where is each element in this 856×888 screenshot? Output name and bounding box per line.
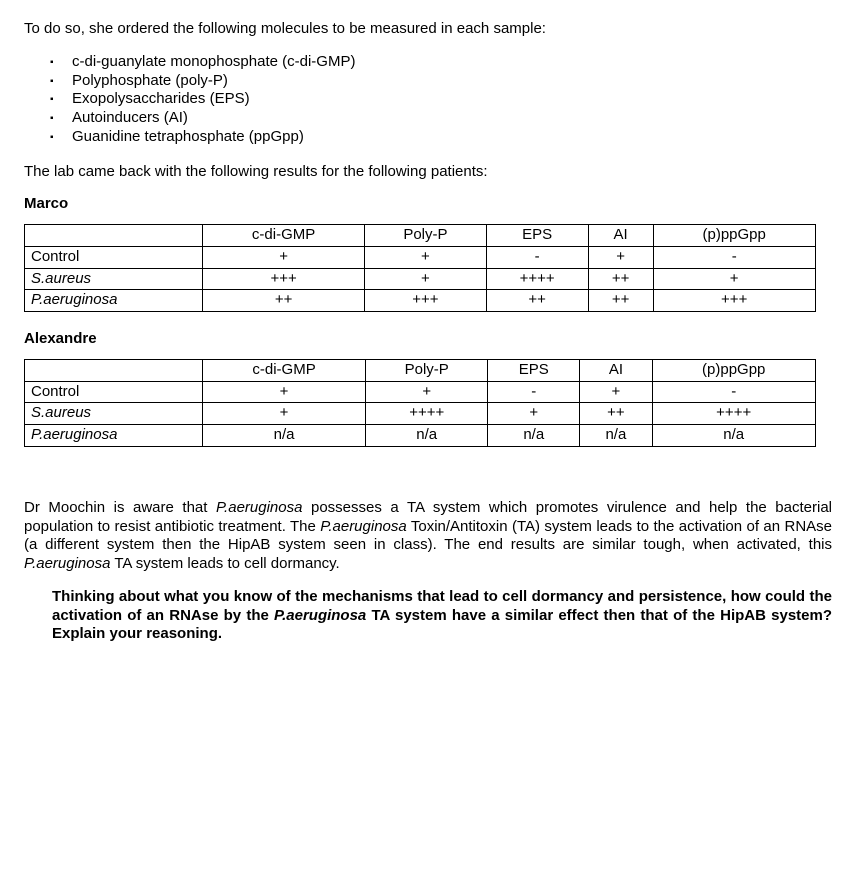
list-item: Guanidine tetraphosphate (ppGpp) — [72, 128, 832, 147]
cell: ++++ — [486, 268, 588, 290]
table-row: Control + + - + - — [25, 381, 816, 403]
cell: n/a — [580, 425, 652, 447]
table-row: Control + + - + - — [25, 246, 816, 268]
col-header: c-di-GMP — [203, 225, 365, 247]
table-header-row: c-di-GMP Poly-P EPS AI (p)ppGpp — [25, 359, 816, 381]
species-name: P.aeruginosa — [320, 518, 406, 535]
table-row: P.aeruginosa n/a n/a n/a n/a n/a — [25, 425, 816, 447]
row-label: S.aureus — [25, 403, 203, 425]
explanation-paragraph: Dr Moochin is aware that P.aeruginosa po… — [24, 499, 832, 574]
cell: - — [488, 381, 580, 403]
results-table-marco: c-di-GMP Poly-P EPS AI (p)ppGpp Control … — [24, 224, 816, 312]
table-row: S.aureus +++ + ++++ ++ + — [25, 268, 816, 290]
text: Dr Moochin is aware that — [24, 499, 216, 516]
cell: n/a — [366, 425, 488, 447]
row-label: Control — [25, 381, 203, 403]
col-header: (p)ppGpp — [653, 225, 815, 247]
species-name: P.aeruginosa — [216, 499, 302, 516]
cell: + — [488, 403, 580, 425]
cell: - — [486, 246, 588, 268]
cell: + — [365, 268, 486, 290]
cell: ++++ — [652, 403, 815, 425]
patient-name-alexandre: Alexandre — [24, 330, 832, 349]
intro-text: To do so, she ordered the following mole… — [24, 20, 832, 39]
cell: ++ — [588, 268, 653, 290]
cell: - — [653, 246, 815, 268]
cell: +++ — [365, 290, 486, 312]
col-header: EPS — [486, 225, 588, 247]
row-label: P.aeruginosa — [25, 290, 203, 312]
text: TA system leads to cell dormancy. — [110, 555, 339, 572]
patient-name-marco: Marco — [24, 195, 832, 214]
cell: n/a — [203, 425, 366, 447]
row-label: Control — [25, 246, 203, 268]
cell: n/a — [488, 425, 580, 447]
results-intro: The lab came back with the following res… — [24, 163, 832, 182]
list-item: Exopolysaccharides (EPS) — [72, 90, 832, 109]
cell: ++ — [588, 290, 653, 312]
results-table-alexandre: c-di-GMP Poly-P EPS AI (p)ppGpp Control … — [24, 359, 816, 447]
col-header: AI — [580, 359, 652, 381]
row-label: S.aureus — [25, 268, 203, 290]
cell: ++ — [203, 290, 365, 312]
blank-header — [25, 359, 203, 381]
cell: n/a — [652, 425, 815, 447]
cell: ++++ — [366, 403, 488, 425]
col-header: (p)ppGpp — [652, 359, 815, 381]
cell: + — [366, 381, 488, 403]
col-header: AI — [588, 225, 653, 247]
cell: ++ — [580, 403, 652, 425]
cell: + — [580, 381, 652, 403]
col-header: c-di-GMP — [203, 359, 366, 381]
cell: + — [588, 246, 653, 268]
list-item: c-di-guanylate monophosphate (c-di-GMP) — [72, 53, 832, 72]
cell: ++ — [486, 290, 588, 312]
cell: + — [365, 246, 486, 268]
cell: +++ — [653, 290, 815, 312]
table-row: P.aeruginosa ++ +++ ++ ++ +++ — [25, 290, 816, 312]
cell: - — [652, 381, 815, 403]
col-header: Poly-P — [366, 359, 488, 381]
species-name: P.aeruginosa — [24, 555, 110, 572]
blank-header — [25, 225, 203, 247]
list-item: Autoinducers (AI) — [72, 109, 832, 128]
table-header-row: c-di-GMP Poly-P EPS AI (p)ppGpp — [25, 225, 816, 247]
cell: + — [203, 403, 366, 425]
cell: + — [653, 268, 815, 290]
col-header: Poly-P — [365, 225, 486, 247]
species-name: P.aeruginosa — [274, 607, 366, 624]
cell: + — [203, 381, 366, 403]
list-item: Polyphosphate (poly-P) — [72, 72, 832, 91]
row-label: P.aeruginosa — [25, 425, 203, 447]
question-text: Thinking about what you know of the mech… — [52, 588, 832, 644]
cell: +++ — [203, 268, 365, 290]
table-row: S.aureus + ++++ + ++ ++++ — [25, 403, 816, 425]
col-header: EPS — [488, 359, 580, 381]
molecule-list: c-di-guanylate monophosphate (c-di-GMP) … — [24, 53, 832, 147]
cell: + — [203, 246, 365, 268]
